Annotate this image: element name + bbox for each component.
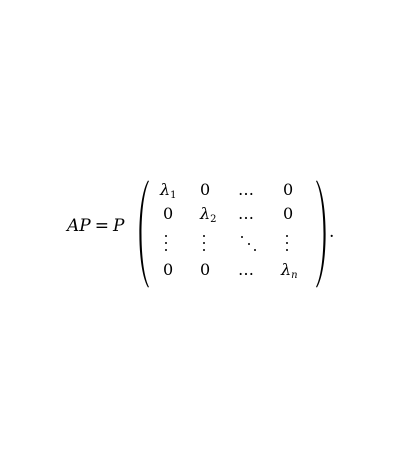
equals-sign: = — [94, 216, 109, 236]
equation-lhs: AP = P — [67, 218, 124, 235]
equation-terminator: . — [329, 222, 335, 242]
matrix-r1-c3: … — [238, 180, 254, 199]
matrix-r2-c4: 0 — [283, 204, 294, 223]
matrix-r3-c4: ⋮ — [286, 235, 290, 253]
matrix-r3-c3: ⋱ — [241, 236, 257, 252]
matrix-r2-c2: λ2 — [200, 204, 217, 225]
matrix-r4-c3: … — [238, 260, 254, 279]
matrix-r1-c1: λ1 — [160, 180, 177, 201]
left-parenthesis — [139, 180, 149, 288]
matrix-r3-c1: ⋮ — [165, 235, 169, 253]
right-parenthesis — [316, 180, 326, 288]
matrix-r1-c2: 0 — [200, 180, 211, 199]
matrix-r3-c2: ⋮ — [203, 235, 207, 253]
matrix-r1-c4: 0 — [283, 180, 294, 199]
symbol-A: A — [67, 216, 80, 236]
matrix-r2-c1: 0 — [163, 204, 174, 223]
matrix-r4-c4: λn — [281, 260, 298, 281]
matrix-r4-c2: 0 — [200, 260, 211, 279]
matrix-r2-c3: … — [238, 204, 254, 223]
matrix-r4-c1: 0 — [163, 260, 174, 279]
symbol-P-right: P — [112, 216, 125, 236]
symbol-P-left: P — [79, 216, 91, 236]
